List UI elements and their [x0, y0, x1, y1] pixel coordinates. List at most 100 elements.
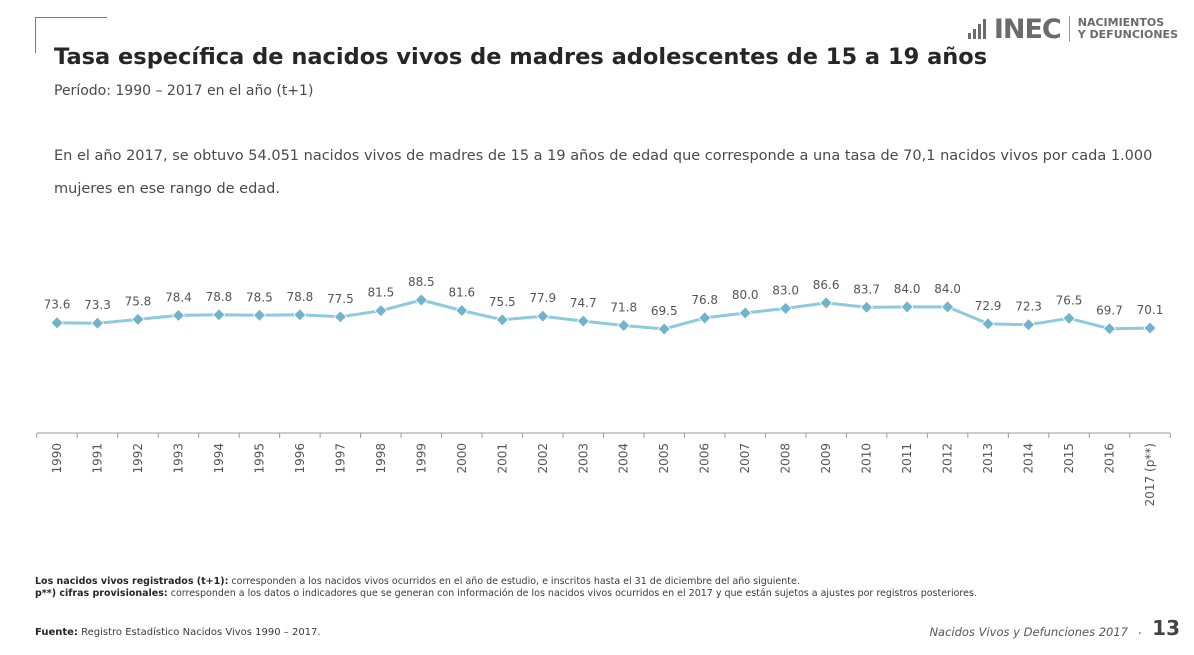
series-line [56, 298, 1151, 331]
data-labels: 73.6 73.3 75.8 78.4 78.8 78.5 78.8 77.5 81.5 88.5… [44, 275, 1164, 318]
data-label: 77.5 [327, 292, 354, 306]
footnote-2-label: p**) cifras provisionales: [35, 588, 168, 599]
x-tick-label: 1991 [90, 443, 104, 474]
data-label: 78.4 [165, 290, 192, 304]
data-point-1996 [293, 308, 307, 322]
data-label: 80.0 [732, 288, 759, 302]
source-note: Fuente: Registro Estadístico Nacidos Viv… [35, 627, 321, 638]
logo-separator [1068, 16, 1070, 42]
data-label: 73.6 [44, 298, 71, 312]
data-point-2006 [698, 311, 712, 325]
x-tick-label: 2004 [617, 443, 631, 474]
footnote-1-label: Los nacidos vivos registrados (t+1): [35, 576, 229, 587]
source-label: Fuente: [35, 627, 78, 638]
publication-name: Nacidos Vivos y Defunciones 2017 [929, 625, 1128, 639]
data-label: 75.5 [489, 295, 516, 309]
x-axis [36, 432, 1171, 438]
x-tick-label: 2003 [576, 443, 590, 474]
data-label: 72.3 [1015, 300, 1042, 314]
data-label: 76.8 [691, 293, 718, 307]
footnotes: Los nacidos vivos registrados (t+1): cor… [35, 576, 1125, 600]
data-point-1995 [252, 308, 266, 322]
data-label: 81.6 [448, 286, 475, 300]
data-label: 88.5 [408, 275, 435, 289]
x-tick-labels: 1990 1991 1992 1993 1994 1995 1996 1997 1998 1999… [50, 443, 1157, 506]
data-point-1997 [333, 310, 347, 324]
x-tick-label: 1995 [252, 443, 266, 474]
x-tick-label: 1999 [414, 443, 428, 474]
footnote-2: p**) cifras provisionales: corresponden … [35, 588, 1125, 600]
x-tick-label: 2012 [941, 443, 955, 474]
data-markers [50, 293, 1157, 336]
x-tick-label: 2015 [1062, 443, 1076, 474]
data-point-2007 [738, 306, 752, 320]
intro-paragraph: En el año 2017, se obtuvo 54.051 nacidos… [54, 148, 1153, 197]
footer-dot-separator: . [1137, 622, 1142, 638]
x-tick-label: 1998 [374, 443, 388, 474]
data-label: 73.3 [84, 298, 111, 312]
source-text: Registro Estadístico Nacidos Vivos 1990 … [77, 627, 321, 638]
page-title: Tasa específica de nacidos vivos de madr… [54, 44, 988, 70]
data-point-2017 [1143, 321, 1157, 335]
data-point-2005 [657, 322, 671, 336]
data-point-1998 [374, 304, 388, 318]
data-point-2015 [1062, 311, 1076, 325]
data-label: 86.6 [813, 278, 840, 292]
x-tick-label: 1996 [293, 443, 307, 474]
x-tick-label: 1993 [171, 443, 185, 474]
data-point-2000 [455, 303, 469, 318]
x-tick-label: 2002 [536, 443, 550, 474]
data-label: 77.9 [529, 291, 556, 305]
logo-bars-icon [967, 19, 986, 39]
data-point-2016 [1102, 322, 1117, 336]
footnote-2-text: corresponden a los datos o indicadores q… [167, 588, 977, 599]
data-label: 84.0 [894, 282, 921, 296]
data-point-1991 [90, 316, 105, 330]
x-tick-label: 2016 [1103, 443, 1117, 474]
inec-logo: INEC NACIMIENTOS Y DEFUNCIONES [967, 13, 1178, 45]
logo-text: INEC [993, 13, 1062, 45]
data-label: 71.8 [610, 300, 637, 314]
data-label: 83.7 [853, 282, 880, 296]
x-tick-label: 2009 [819, 443, 833, 474]
data-point-2009 [819, 296, 833, 310]
x-tick-label: 2005 [657, 443, 671, 474]
data-point-2003 [576, 314, 590, 328]
data-point-1993 [171, 308, 186, 322]
data-point-1994 [212, 308, 226, 322]
data-label: 84.0 [934, 282, 961, 296]
data-label: 69.7 [1096, 304, 1123, 318]
data-label: 75.8 [125, 294, 152, 308]
data-label: 70.1 [1137, 303, 1164, 317]
logo-subtitle-line-2: Y DEFUNCIONES [1077, 28, 1178, 41]
data-label: 72.9 [975, 299, 1002, 313]
logo-subtitle: NACIMIENTOS Y DEFUNCIONES [1078, 17, 1178, 41]
data-point-2010 [860, 300, 874, 314]
x-tick-label: 2000 [455, 443, 469, 474]
x-tick-label: 2014 [1022, 443, 1036, 474]
x-tick-label: 1990 [50, 443, 64, 474]
x-tick-label: 2017 (p**) [1143, 443, 1157, 506]
logo-subtitle-line-1: NACIMIENTOS [1077, 16, 1165, 29]
x-tick-label: 2001 [495, 443, 509, 474]
x-tick-label: 2011 [900, 443, 914, 474]
x-tick-label: 1997 [333, 443, 347, 474]
data-point-1999 [414, 293, 428, 307]
x-tick-label: 2007 [738, 443, 752, 474]
data-point-1990 [50, 316, 64, 330]
x-tick-label: 2010 [860, 443, 874, 474]
data-label: 81.5 [367, 286, 394, 300]
data-label: 83.0 [772, 283, 799, 297]
data-point-2002 [536, 309, 550, 323]
data-point-2011 [900, 300, 914, 314]
data-label: 69.5 [651, 304, 678, 318]
data-point-2001 [495, 313, 509, 327]
footnote-1-text: corresponden a los nacidos vivos ocurrid… [228, 576, 800, 587]
page-subtitle: Período: 1990 – 2017 en el año (t+1) [54, 83, 314, 99]
data-point-2014 [1021, 318, 1036, 332]
data-label: 78.8 [206, 290, 233, 304]
data-label: 76.5 [1056, 293, 1083, 307]
data-point-2013 [981, 317, 995, 331]
x-tick-label: 2008 [779, 443, 793, 474]
data-point-1992 [131, 312, 145, 326]
